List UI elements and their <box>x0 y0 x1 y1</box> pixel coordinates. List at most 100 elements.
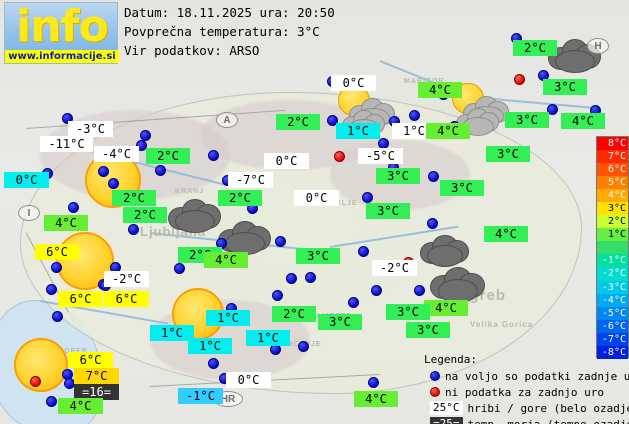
station-dot-available[interactable] <box>305 272 316 283</box>
temperature-chip: 2°C <box>112 190 156 206</box>
temperature-chip: 3°C <box>406 322 450 338</box>
temperature-chip: -3°C <box>68 121 113 137</box>
scale-row: 1°C <box>597 228 628 242</box>
temperature-chip: 0°C <box>4 172 49 188</box>
temperature-chip: 3°C <box>440 180 484 196</box>
temperature-chip: 6°C <box>104 291 149 307</box>
temperature-chip: 1°C <box>188 338 232 354</box>
temperature-chip: 6°C <box>58 291 103 307</box>
temperature-chip: -5°C <box>358 148 403 164</box>
station-dot-available[interactable] <box>128 224 139 235</box>
logo-wordmark: info <box>16 1 109 52</box>
legend-chip-sample: 25°C <box>430 401 463 415</box>
temperature-chip: 0°C <box>294 190 339 206</box>
cloud-icon <box>430 264 485 303</box>
header-source-line: Vir podatkov: ARSO <box>124 43 260 58</box>
station-dot-available[interactable] <box>52 311 63 322</box>
station-dot-available[interactable] <box>547 104 558 115</box>
station-dot-available[interactable] <box>427 218 438 229</box>
cloud-icon <box>168 196 221 234</box>
cloud-puff <box>175 210 215 234</box>
station-dot-available[interactable] <box>298 341 309 352</box>
station-dot-missing[interactable] <box>30 376 41 387</box>
scale-row: 8°C <box>597 137 628 151</box>
cloud-puff <box>426 245 464 267</box>
station-dot-available[interactable] <box>409 110 420 121</box>
station-dot-available[interactable] <box>371 285 382 296</box>
temperature-chip: 3°C <box>386 304 430 320</box>
sun-icon <box>14 338 68 392</box>
station-dot-available[interactable] <box>46 284 57 295</box>
station-dot-available[interactable] <box>155 165 166 176</box>
temperature-chip: 3°C <box>318 314 362 330</box>
temperature-chip: 4°C <box>484 226 528 242</box>
station-dot-available[interactable] <box>348 297 359 308</box>
station-dot-available[interactable] <box>136 140 147 151</box>
station-dot-available[interactable] <box>51 262 62 273</box>
scale-row: 5°C <box>597 176 628 190</box>
legend-title: Legenda: <box>424 353 477 366</box>
station-dot-missing[interactable] <box>334 151 345 162</box>
header-date-line: Datum: 18.11.2025 ura: 20:50 <box>124 5 335 20</box>
temperature-chip: 4°C <box>426 123 470 139</box>
temperature-chip: 4°C <box>424 300 468 316</box>
scale-row: -8°C <box>597 345 628 359</box>
station-dot-available[interactable] <box>362 192 373 203</box>
station-dot-available[interactable] <box>68 202 79 213</box>
legend-row: =25= temp. morja (temno ozadje) <box>424 416 629 424</box>
station-dot-available[interactable] <box>414 285 425 296</box>
scale-row: -4°C <box>597 293 628 307</box>
country-badge-h: H <box>587 38 609 54</box>
cloud-icon <box>218 218 271 256</box>
station-dot-available[interactable] <box>46 396 57 407</box>
legend-row: 25°C hribi / gore (belo ozadje) <box>424 400 629 416</box>
station-dot-available[interactable] <box>174 263 185 274</box>
scale-row: -1°C <box>597 254 628 268</box>
temperature-chip: 3°C <box>486 146 530 162</box>
temperature-chip: 4°C <box>204 252 248 268</box>
station-dot-available[interactable] <box>327 115 338 126</box>
legend-row: na voljo so podatki zadnje ure <box>424 368 629 384</box>
station-dot-missing[interactable] <box>514 74 525 85</box>
temperature-chip: -1°C <box>178 388 223 404</box>
station-dot-available[interactable] <box>108 178 119 189</box>
temperature-chip: 2°C <box>146 148 190 164</box>
legend-label: ni podatka za zadnjo uro <box>445 385 604 399</box>
station-dot-available[interactable] <box>140 130 151 141</box>
station-dot-available[interactable] <box>272 290 283 301</box>
site-logo[interactable]: info www.informacije.si <box>4 1 119 64</box>
temperature-chip: 1°C <box>150 325 194 341</box>
cloud-puff <box>555 50 595 74</box>
scale-row: -7°C <box>597 332 628 346</box>
scale-row: 2°C <box>597 215 628 229</box>
scale-row <box>597 241 628 255</box>
station-dot-available[interactable] <box>98 166 109 177</box>
temperature-chip: 3°C <box>505 112 549 128</box>
place-label: KOPER <box>58 348 88 355</box>
temperature-chip: 4°C <box>354 391 398 407</box>
station-dot-available[interactable] <box>286 273 297 284</box>
station-dot-available[interactable] <box>62 113 73 124</box>
scale-row: -5°C <box>597 306 628 320</box>
temperature-chip: -2°C <box>104 271 149 287</box>
station-dot-available[interactable] <box>368 377 379 388</box>
station-dot-available[interactable] <box>275 236 286 247</box>
station-dot-available[interactable] <box>208 150 219 161</box>
header-info: Datum: 18.11.2025 ura: 20:50 Povprečna t… <box>124 3 335 60</box>
country-badge-a: A <box>216 112 238 128</box>
temperature-chip: 3°C <box>543 79 587 95</box>
scale-row: 6°C <box>597 163 628 177</box>
station-dot-available[interactable] <box>358 246 369 257</box>
scale-row: 4°C <box>597 189 628 203</box>
scale-row: -2°C <box>597 267 628 281</box>
legend-label: na voljo so podatki zadnje ure <box>445 369 629 383</box>
legend-blue-dot-icon <box>430 371 440 381</box>
station-dot-available[interactable] <box>428 171 439 182</box>
temperature-chip: 3°C <box>366 203 410 219</box>
station-dot-available[interactable] <box>208 358 219 369</box>
temperature-chip: 4°C <box>44 215 88 231</box>
place-label: CELJE <box>330 200 358 207</box>
country-badge-i: I <box>18 205 40 221</box>
scale-row: 7°C <box>597 150 628 164</box>
